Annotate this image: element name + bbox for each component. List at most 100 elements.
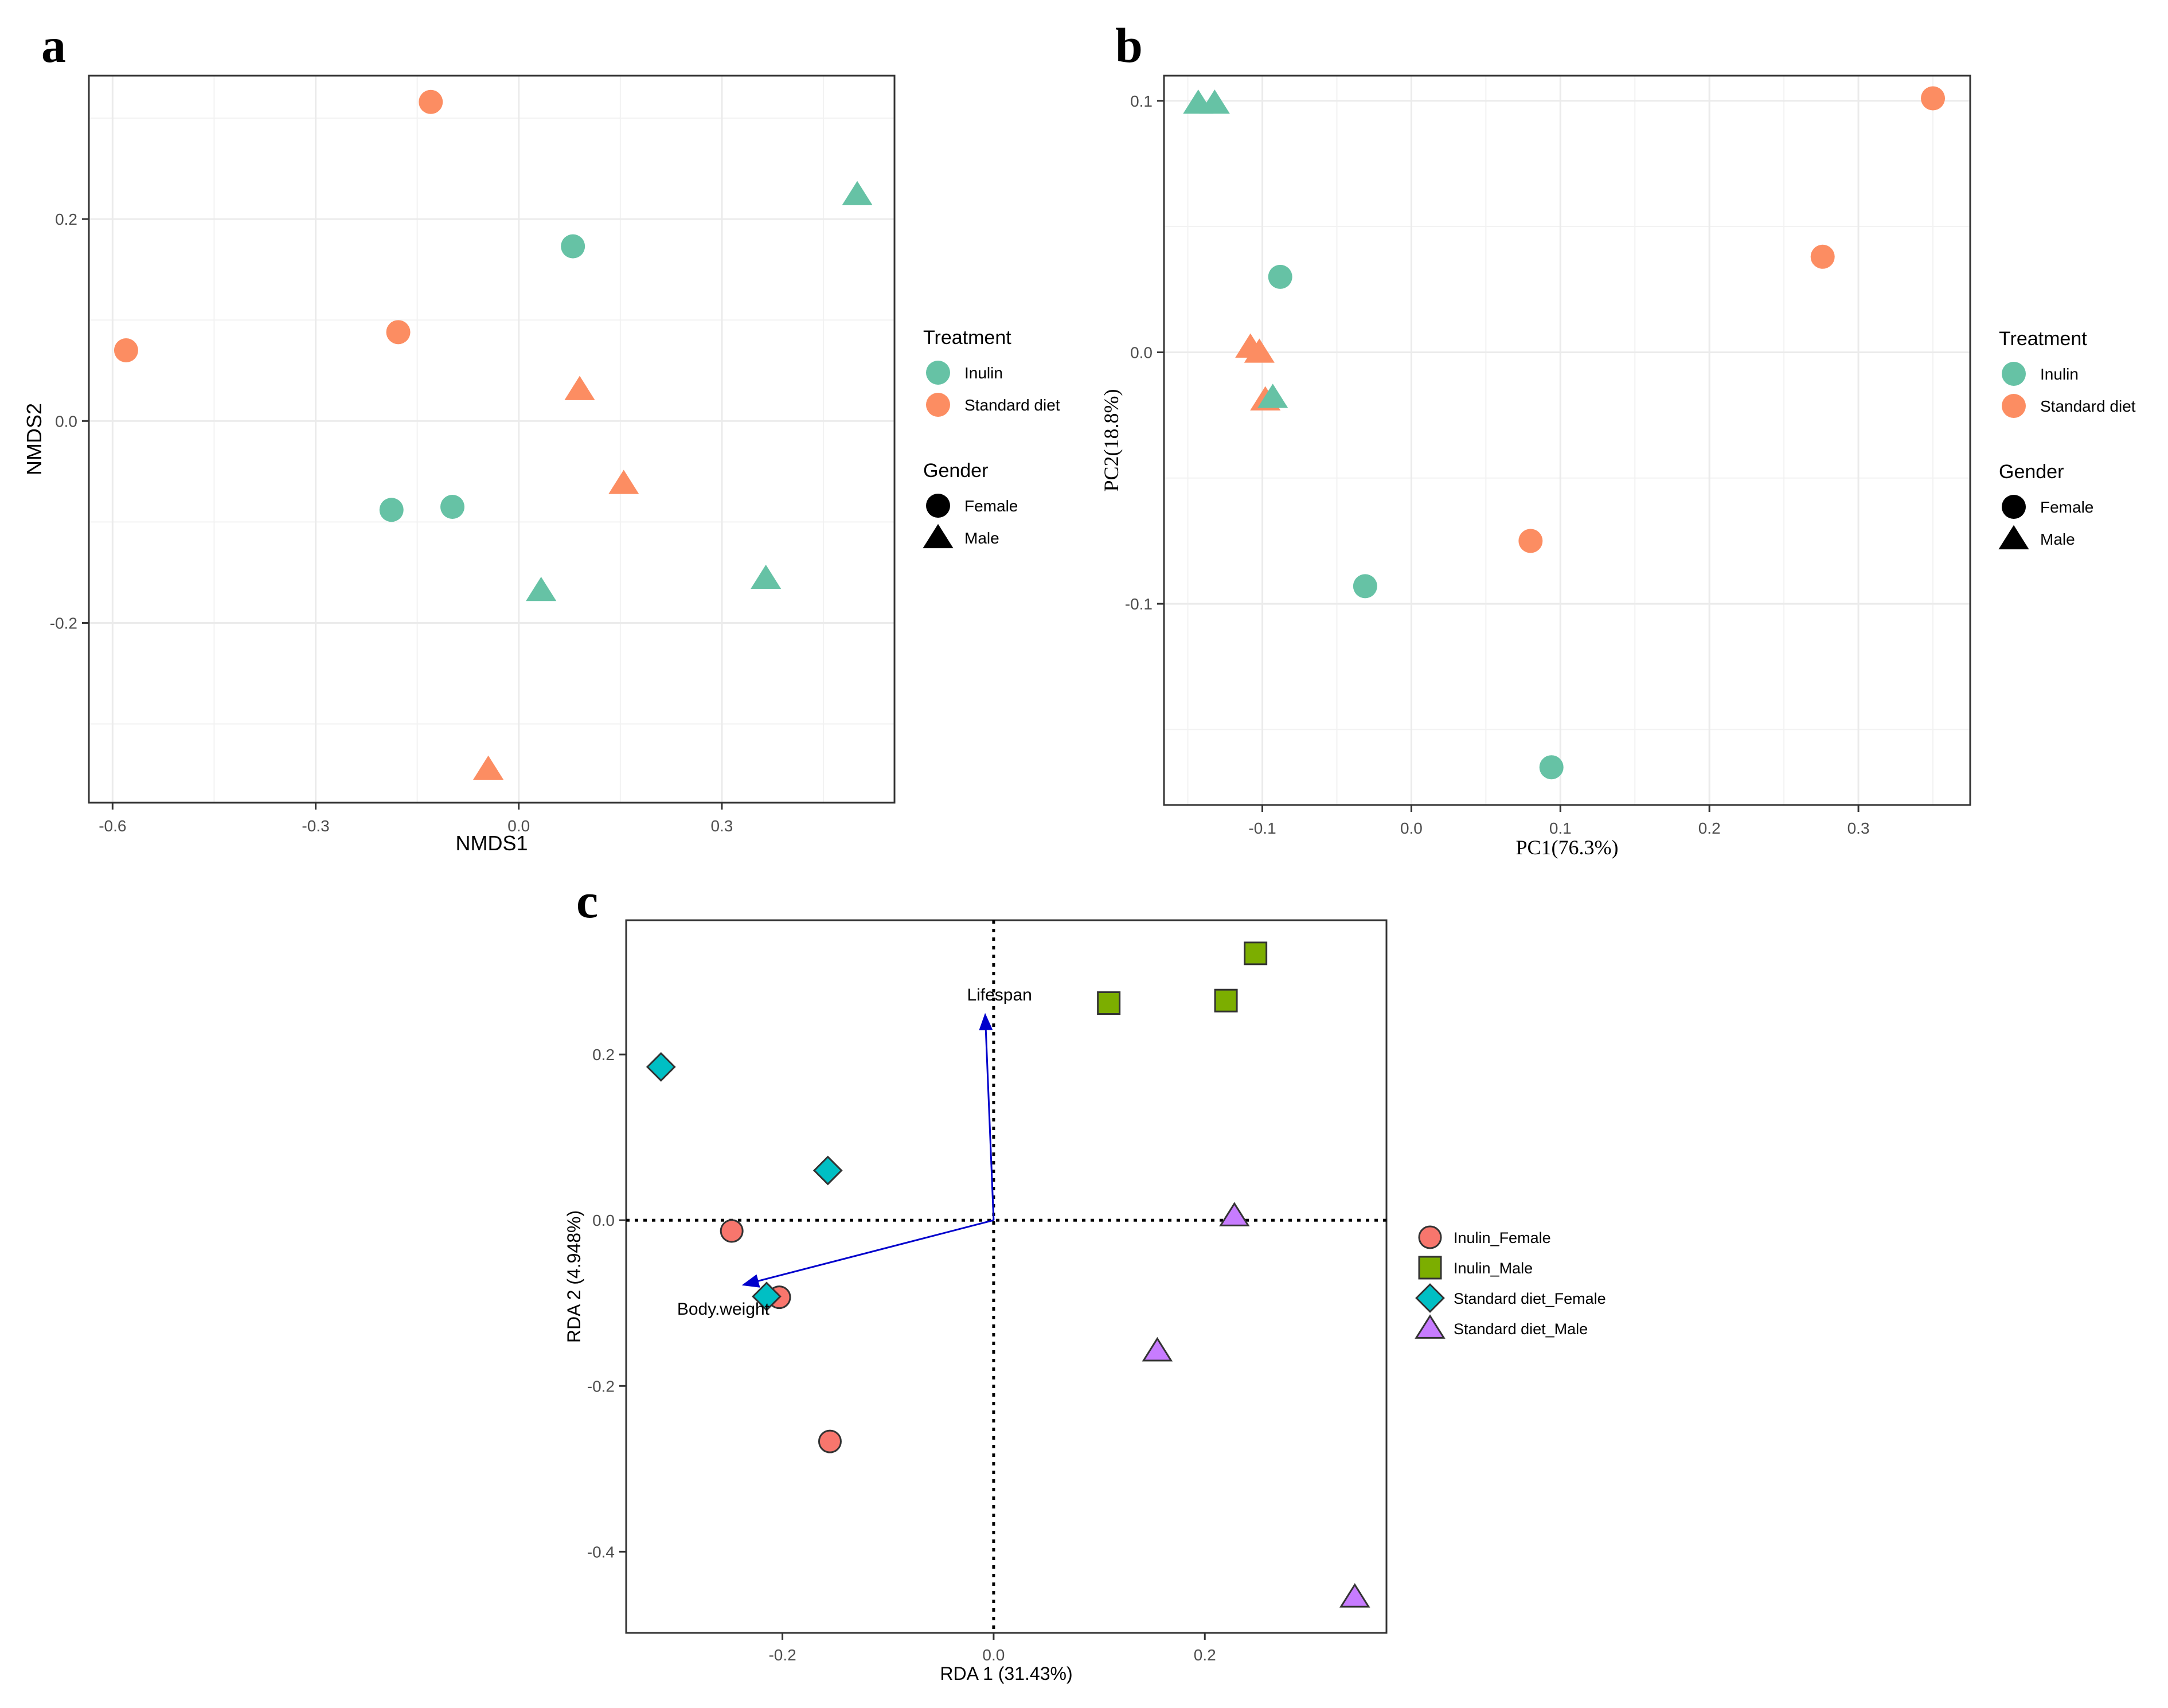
data-point: [752, 1281, 782, 1312]
data-point: [1214, 988, 1238, 1013]
legend-key: [1415, 1283, 1445, 1313]
x-tick-label: -0.2: [768, 1646, 796, 1664]
data-point: [379, 498, 404, 522]
vector-arrow: [979, 1013, 995, 1221]
y-tick-label: 0.2: [592, 1046, 615, 1064]
panel-label: a: [41, 18, 66, 73]
data-point: [812, 1155, 843, 1186]
legend-key: [1415, 1314, 1446, 1339]
data-point: [646, 1052, 676, 1082]
legend-key: [2002, 495, 2026, 519]
data-point: [419, 89, 443, 114]
data-point: [1097, 991, 1121, 1015]
legend-label: Standard diet_Female: [1454, 1290, 1606, 1307]
data-point: [473, 755, 504, 780]
y-tick-label: 0.1: [1130, 92, 1153, 110]
data-point: [1268, 264, 1292, 289]
x-tick-label: 0.0: [982, 1646, 1005, 1664]
x-tick-label: -0.1: [1248, 819, 1276, 837]
legend-label: Inulin: [964, 364, 1003, 382]
data-point: [440, 494, 465, 519]
data-point: [1353, 574, 1377, 599]
x-tick-label: 0.0: [1400, 819, 1423, 837]
data-point: [751, 564, 782, 589]
legend-key: [2002, 394, 2026, 418]
legend-label: Male: [2040, 530, 2075, 548]
panel-a: a -0.6 -0.3 0.0 0.3 -0.2 0.0 0.2 NMDS1 NMDS2 Treat…: [22, 18, 1060, 855]
legend-key: [1418, 1225, 1442, 1249]
y-axis-label: PC2(18.8%): [1100, 389, 1123, 492]
data-point: [1199, 89, 1230, 114]
legend-label: Female: [964, 497, 1018, 515]
x-tick-label: 0.2: [1698, 819, 1721, 837]
x-axis-label: RDA 1 (31.43%): [940, 1663, 1072, 1684]
data-point: [1921, 86, 1946, 111]
panel-label: b: [1115, 18, 1143, 73]
legend-title: Treatment: [1999, 328, 2087, 350]
legend-key: [2002, 362, 2026, 386]
data-point: [608, 470, 639, 494]
x-tick-label: -0.6: [99, 817, 126, 835]
y-tick-label: 0.0: [592, 1211, 615, 1229]
y-tick-label: 0.0: [55, 412, 77, 430]
data-point: [1339, 1583, 1370, 1608]
data-point: [526, 577, 557, 601]
x-tick-label: -0.3: [302, 817, 329, 835]
legend-label: Standard diet: [964, 396, 1060, 414]
data-point: [842, 181, 873, 205]
vector-label: Lifespan: [967, 986, 1032, 1005]
y-tick-label: 0.2: [55, 210, 77, 228]
y-tick-label: -0.2: [50, 615, 77, 632]
legend-key: [926, 494, 950, 518]
legend-key: [923, 523, 954, 549]
panel-c: c -0.2 0.0 0.2 -0.4 -0.2 0.0 0.2 Lifespan Body.we…: [564, 873, 1606, 1684]
y-tick-label: 0.0: [1130, 343, 1153, 361]
x-axis-label: PC1(76.3%): [1516, 836, 1619, 859]
data-point: [818, 1429, 842, 1453]
data-point: [564, 376, 595, 400]
data-point: [114, 338, 138, 363]
x-axis-label: NMDS1: [455, 831, 528, 855]
x-tick-label: 0.3: [1847, 819, 1870, 837]
y-axis-label: NMDS2: [22, 403, 46, 475]
legend-label: Standard diet_Male: [1454, 1320, 1588, 1338]
plot-border: [625, 919, 1388, 1634]
y-tick-label: -0.1: [1125, 595, 1153, 613]
legend-key: [926, 361, 950, 385]
legend-key: [926, 393, 950, 417]
data-point: [1142, 1336, 1173, 1362]
plot-border: [1163, 75, 1971, 806]
data-point: [1539, 755, 1564, 780]
legend-label: Inulin_Female: [1454, 1229, 1551, 1246]
data-point: [561, 234, 585, 259]
data-point: [720, 1219, 744, 1243]
legend-label: Male: [964, 529, 999, 547]
y-tick-label: -0.4: [587, 1543, 615, 1561]
data-point: [1244, 338, 1275, 363]
data-point: [1219, 1202, 1250, 1226]
vector-label: Body.weight: [677, 1300, 770, 1319]
legend-key: [1418, 1256, 1442, 1280]
vector-arrow: [741, 1219, 994, 1288]
x-tick-label: 0.2: [1194, 1646, 1216, 1664]
data-point: [1518, 529, 1543, 553]
legend-label: Standard diet: [2040, 397, 2136, 415]
x-tick-label: 0.3: [710, 817, 733, 835]
legend-title: Gender: [923, 460, 988, 482]
data-point: [1810, 244, 1835, 269]
plot-border: [88, 75, 896, 804]
legend-title: Gender: [1999, 461, 2064, 483]
legend-key: [1998, 525, 2029, 550]
x-tick-label: 0.0: [507, 817, 530, 835]
data-point: [386, 320, 411, 345]
y-axis-label: RDA 2 (4.948%): [564, 1210, 584, 1343]
data-point: [1257, 384, 1288, 408]
y-tick-label: -0.2: [587, 1377, 615, 1395]
data-point: [1244, 941, 1268, 966]
panel-b: b-0.1 0.0 0.1 0.2 0.3-0.10.00.1PC1(76.3%)PC2…: [1100, 18, 2136, 859]
legend-title: Treatment: [923, 327, 1011, 349]
legend-label: Female: [2040, 498, 2093, 516]
panel-label: c: [576, 873, 598, 928]
legend-label: Inulin: [2040, 365, 2079, 383]
